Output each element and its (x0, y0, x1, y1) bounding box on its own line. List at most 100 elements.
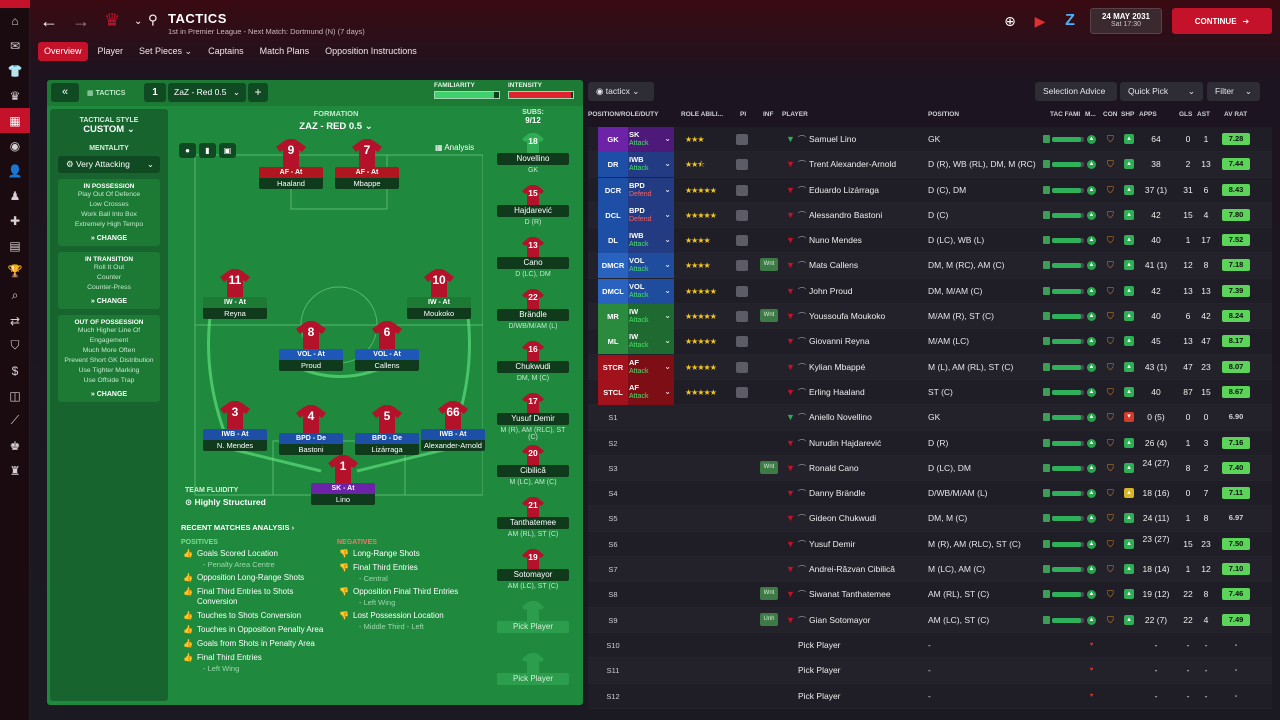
table-row[interactable]: S4 ▼ ⌒ Danny Brändle D/WB/M/AM (L) ▲ ⛉ ▴ 18 (16)… (588, 481, 1272, 507)
analysis-item[interactable]: 👍 Touches to Shots Conversion (183, 611, 302, 620)
player-name[interactable]: Pick Player (798, 690, 841, 701)
tactic-selector[interactable]: ZaZ - Red 0.5 ⌄ (168, 83, 246, 102)
player-instructions-icon[interactable] (736, 127, 750, 152)
analysis-title[interactable]: RECENT MATCHES ANALYSIS › (181, 523, 295, 532)
tab-5[interactable]: Opposition Instructions (325, 46, 417, 56)
player-instructions-icon[interactable] (736, 329, 750, 354)
col-m[interactable]: M... (1085, 111, 1096, 118)
player-name[interactable]: Lizárraga (355, 444, 419, 455)
pitch-player[interactable]: 1 SK - At Lino (311, 455, 375, 505)
player-instructions-icon[interactable] (736, 355, 750, 380)
col-shp[interactable]: SHP (1121, 111, 1135, 118)
role-duty-cell[interactable]: IW Attack ⌄ (628, 304, 674, 330)
player-name[interactable]: ⌒ Yusuf Demir (798, 538, 856, 549)
player-instructions-icon[interactable] (736, 380, 750, 405)
competitions-icon[interactable]: 🏆 (7, 263, 23, 278)
col-position-role-duty[interactable]: POSITION/ROLE/DUTY (588, 111, 659, 118)
tab-0[interactable]: Overview (38, 42, 88, 61)
player-role[interactable]: SK - At (311, 483, 375, 494)
analysis-item[interactable]: 👍 Goals Scored Location (183, 549, 278, 558)
role-duty-cell[interactable]: BPD Defend ⌄ (628, 177, 674, 203)
table-row[interactable]: S1 ▼ ⌒ Aniello Novellino GK ▲ ⛉ ▾ 0 (5) 0 0 6.90 (588, 405, 1272, 431)
pitch-player[interactable]: 66 IWB - At Alexander-Arnold (421, 401, 485, 451)
tab-3[interactable]: Captains (208, 46, 244, 56)
view-selector[interactable]: ◉ tacticx ⌄ (588, 82, 654, 101)
table-row[interactable]: S2 ▼ ⌒ Nurudin Hajdarević D (R) ▲ ⛉ ▴ 26 (4) 1 3 7.… (588, 430, 1272, 456)
pitch-player[interactable]: 6 VOL - At Callens (355, 321, 419, 371)
report-icon[interactable]: ⟋ (10, 413, 20, 427)
sub-name[interactable]: Cano (497, 257, 569, 269)
table-row[interactable]: S7 ▼ ⌒ Andrei-Răzvan Cibilică M (LC), AM (C)… (588, 557, 1272, 583)
player-name[interactable]: Moukoko (407, 308, 471, 319)
info-view-button[interactable]: ● (179, 143, 196, 158)
player-name[interactable]: ⌒ Andrei-Răzvan Cibilică (798, 564, 895, 575)
pitch-player[interactable]: 8 VOL - At Proud (279, 321, 343, 371)
table-row[interactable]: ML IW Attack ⌄ ★★★★★ ▼ ⌒ Giovanni Reyna M/AM (LC… (588, 329, 1272, 355)
role-dropdown-icon[interactable]: ⌄ (664, 386, 671, 396)
familiarity-meter[interactable]: FAMILIARITY (434, 82, 500, 99)
player-name[interactable]: Proud (279, 360, 343, 371)
table-row[interactable]: STCL AF Attack ⌄ ★★★★★ ▼ ⌒ Erling Haaland ST (C)… (588, 379, 1272, 406)
sub-player[interactable]: 21 Tanthatemee AM (RL), ST (C) (495, 497, 571, 538)
analysis-item[interactable]: 👎 Final Third Entries (339, 563, 418, 572)
role-duty-cell[interactable]: IWB Attack ⌄ (628, 152, 674, 178)
continue-button[interactable]: CONTINUE ➔ (1172, 8, 1272, 34)
pick-player-label[interactable]: Pick Player (497, 673, 569, 685)
pick-player-slot[interactable]: Pick Player (495, 601, 571, 633)
club-info-icon[interactable]: ⛉ (10, 338, 20, 352)
player-instructions-icon[interactable] (736, 178, 750, 203)
player-name[interactable]: ⌒ Alessandro Bastoni (798, 209, 883, 220)
pitch-player[interactable]: 7 AF - At Mbappe (335, 139, 399, 189)
tactic-slot[interactable]: 1 (144, 83, 166, 102)
sub-name[interactable]: Tanthatemee (497, 517, 569, 529)
player-name[interactable]: ⌒ John Proud (798, 285, 853, 296)
col-con[interactable]: CON (1103, 111, 1118, 118)
pitch-player[interactable]: 10 IW - At Moukoko (407, 269, 471, 319)
add-tactic-button[interactable]: + (248, 83, 268, 102)
analysis-item[interactable]: 👍 Goals from Shots in Penalty Area (183, 639, 315, 648)
player-name[interactable]: ⌒ Aniello Novellino (798, 412, 872, 423)
col-av-rat[interactable]: AV RAT (1224, 111, 1248, 118)
player-role[interactable]: VOL - At (279, 349, 343, 360)
player-name[interactable]: Pick Player (798, 639, 841, 650)
role-duty-cell[interactable]: BPD Defend ⌄ (628, 202, 674, 228)
analysis-item[interactable]: 👍 Opposition Long-Range Shots (183, 573, 305, 582)
role-duty-cell[interactable]: IW Attack ⌄ (628, 329, 674, 355)
col-gls[interactable]: GLS (1179, 111, 1193, 118)
player-role[interactable]: AF - At (259, 167, 323, 178)
player-name[interactable]: ⌒ Danny Brändle (798, 488, 866, 499)
player-role[interactable]: IWB - At (203, 429, 267, 440)
squad-icon[interactable]: 👕 (7, 63, 23, 78)
finances-icon[interactable]: $ (11, 363, 19, 378)
table-row[interactable]: DMCR VOL Attack ⌄ ★★★★ Wnt ▼ ⌒ Mats Callens DM, M… (588, 253, 1272, 279)
table-row[interactable]: DL IWB Attack ⌄ ★★★★ ▼ ⌒ Nuno Mendes D (LC), WB … (588, 228, 1272, 254)
player-name[interactable]: Callens (355, 360, 419, 371)
sub-player[interactable]: 15 Hajdarević D (R) (495, 185, 571, 226)
analysis-button[interactable]: ▦ Analysis (435, 143, 475, 152)
table-row[interactable]: S11 Pick Player - ♥ - - - - (588, 658, 1272, 684)
player-name[interactable]: ⌒ Eduardo Lizárraga (798, 184, 879, 195)
role-dropdown-icon[interactable]: ⌄ (664, 260, 671, 270)
pitch-player[interactable]: 9 AF - At Haaland (259, 139, 323, 189)
role-dropdown-icon[interactable]: ⌄ (664, 235, 671, 245)
dynamics-icon[interactable]: ♛ (9, 88, 21, 103)
sub-name[interactable]: Sotomayor (497, 569, 569, 581)
crest-dropdown-icon[interactable]: ⌄ (134, 15, 143, 27)
table-row[interactable]: STCR AF Attack ⌄ ★★★★★ ▼ ⌒ Kylian Mbappé M (L), … (588, 354, 1272, 380)
transfers-icon[interactable]: ⇄ (9, 313, 21, 328)
table-row[interactable]: DR IWB Attack ⌄ ★★⯪ ▼ ⌒ Trent Alexander-Arnold D… (588, 152, 1272, 178)
player-name[interactable]: Bastoni (279, 444, 343, 455)
inbox-icon[interactable]: ✉ (9, 38, 21, 53)
sub-player[interactable]: 17 Yusuf Demir M (R), AM (RLC), ST (C) (495, 393, 571, 441)
player-name[interactable]: Pick Player (798, 665, 841, 676)
player-name[interactable]: ⌒ Youssoufa Moukoko (798, 311, 886, 322)
player-name[interactable]: ⌒ Gian Sotomayor (798, 614, 871, 625)
pitch-player[interactable]: 5 BPD - De Lizárraga (355, 405, 419, 455)
table-row[interactable]: GK SK Attack ⌄ ★★★ ▼ ⌒ Samuel Lino GK ▲ ⛉ ▴ 64 0 1 7.28 (588, 127, 1272, 153)
col-tac-fam[interactable]: TAC FAMI (1050, 111, 1081, 118)
position-slot[interactable]: ML (598, 329, 628, 355)
analysis-item[interactable]: 👎 Lost Possession Location (339, 611, 444, 620)
change-button[interactable]: » CHANGE (90, 391, 128, 398)
mentality-dropdown[interactable]: ⚙ Very Attacking ⌄ (58, 156, 160, 173)
training-icon[interactable]: ♟ (9, 188, 21, 203)
